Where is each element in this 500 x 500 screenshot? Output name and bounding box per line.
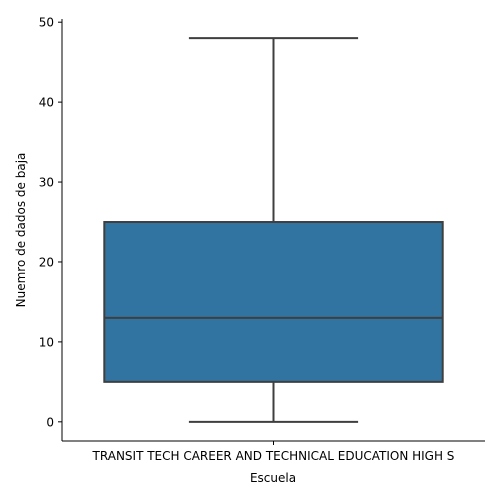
ticks: TRANSIT TECH CAREER AND TECHNICAL EDUCAT… bbox=[39, 16, 455, 463]
x-axis-label: Escuela bbox=[250, 471, 296, 485]
iqr-box bbox=[103, 221, 444, 383]
y-tick-label: 0 bbox=[46, 415, 54, 429]
y-tick-label: 40 bbox=[39, 96, 54, 110]
y-tick-label: 20 bbox=[39, 255, 54, 269]
x-tick-label: TRANSIT TECH CAREER AND TECHNICAL EDUCAT… bbox=[92, 449, 455, 463]
y-tick-label: 30 bbox=[39, 176, 54, 190]
y-tick-label: 50 bbox=[39, 16, 54, 30]
plot-area bbox=[103, 37, 444, 423]
y-axis-label: Nuemro de dados de baja bbox=[14, 153, 28, 308]
y-tick-label: 10 bbox=[39, 335, 54, 349]
